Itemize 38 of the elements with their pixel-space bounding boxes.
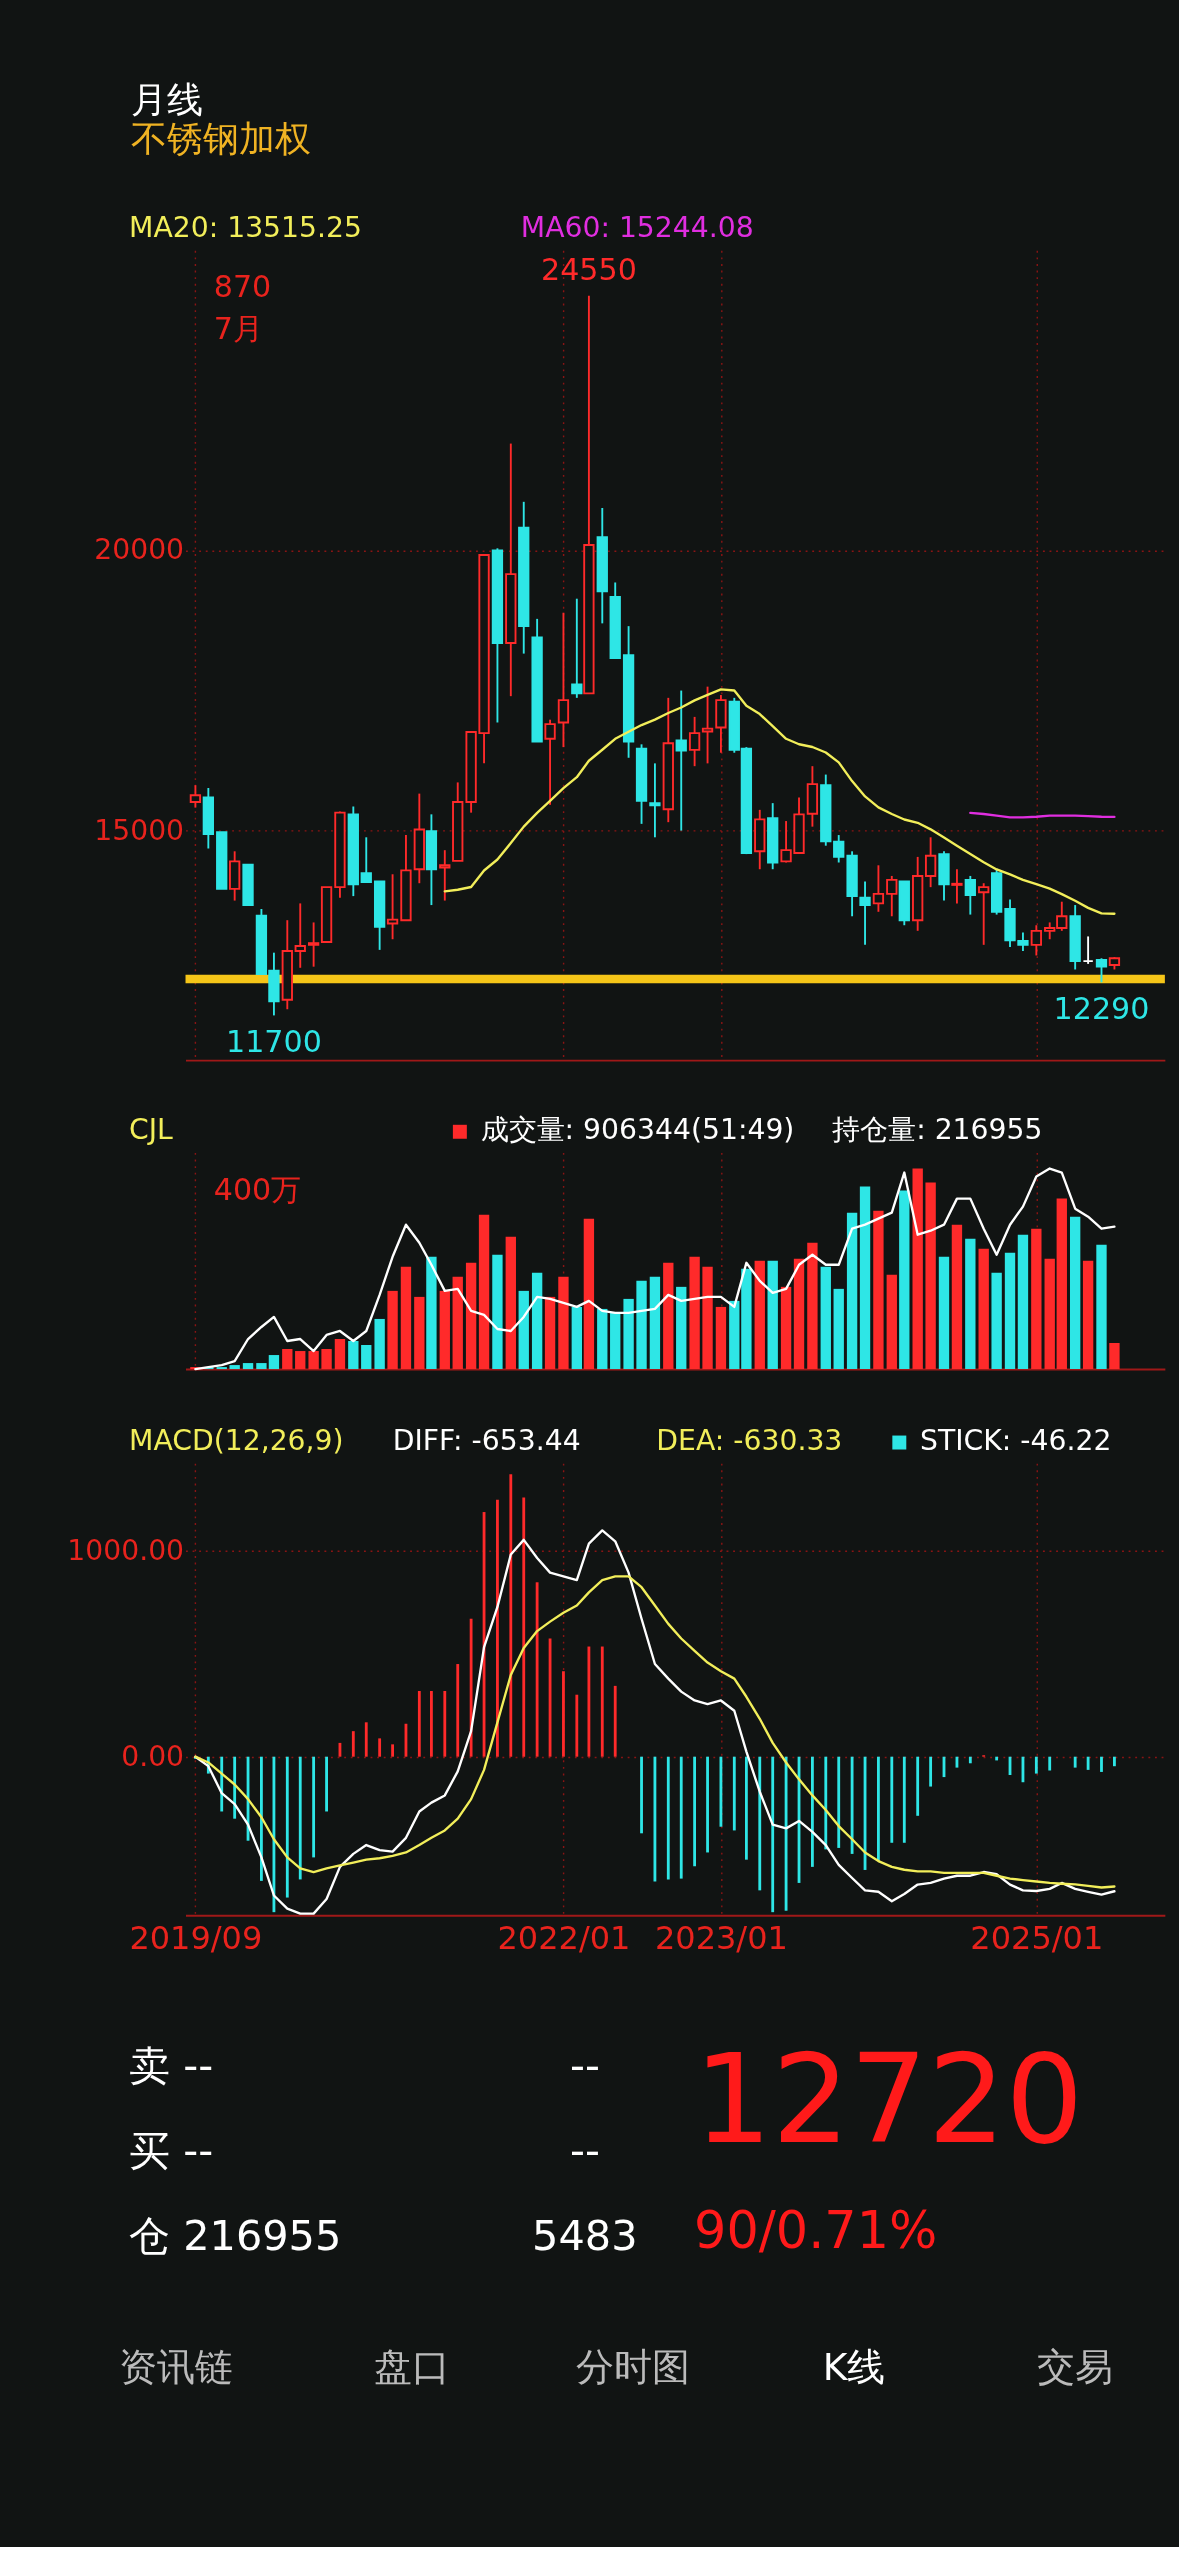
annotation: 400万 bbox=[213, 1171, 302, 1207]
annotation: 24550 bbox=[540, 251, 637, 287]
text: DEA: -630.33 bbox=[656, 1424, 843, 1458]
x-tick-label: 2023/01 bbox=[654, 1918, 788, 1957]
y-tick-label: 15000 bbox=[94, 813, 185, 847]
text: 分时图 bbox=[575, 2345, 690, 2390]
y-tick-label: 1000.00 bbox=[67, 1533, 185, 1567]
text: DIFF: -653.44 bbox=[392, 1424, 581, 1458]
text: 卖 -- bbox=[129, 2042, 214, 2091]
chart-title: 月线 bbox=[131, 78, 204, 120]
text: 买 -- bbox=[129, 2126, 214, 2175]
chart-subtitle: 不锈钢加权 bbox=[131, 117, 312, 159]
text: 盘口 bbox=[373, 2345, 450, 2390]
x-tick-label: 2022/01 bbox=[497, 1918, 631, 1957]
text: MA60: 15244.08 bbox=[520, 211, 754, 245]
text: 5483 bbox=[532, 2211, 638, 2260]
text: K线 bbox=[822, 2345, 886, 2390]
annotation: 870 bbox=[213, 269, 272, 305]
x-tick-label: 2025/01 bbox=[970, 1918, 1104, 1957]
text: MA20: 13515.25 bbox=[129, 211, 362, 245]
text: 90/0.71% bbox=[694, 2200, 938, 2260]
text: 仓 216955 bbox=[129, 2211, 342, 2260]
chart-title: CJL bbox=[129, 1113, 174, 1147]
text: 资讯链 bbox=[119, 2345, 234, 2390]
text: 交易 bbox=[1037, 2345, 1114, 2390]
text: 12720 bbox=[694, 2028, 1084, 2172]
series-label: 持仓量: 216955 bbox=[832, 1113, 1043, 1147]
x-tick-label: 2019/09 bbox=[129, 1918, 263, 1957]
annotation: 7月 bbox=[213, 310, 263, 346]
text: -- bbox=[569, 2126, 600, 2175]
annotation: 11700 bbox=[226, 1024, 322, 1060]
y-tick-label: 20000 bbox=[94, 533, 185, 567]
annotation: 12290 bbox=[1053, 991, 1150, 1027]
text: -- bbox=[569, 2042, 600, 2091]
legend-label: 成交量: 906344(51:49) bbox=[480, 1113, 795, 1147]
legend-label: STICK: -46.22 bbox=[920, 1424, 1112, 1458]
y-tick-label: 0.00 bbox=[121, 1739, 185, 1773]
chart-title: MACD(12,26,9) bbox=[129, 1424, 344, 1458]
